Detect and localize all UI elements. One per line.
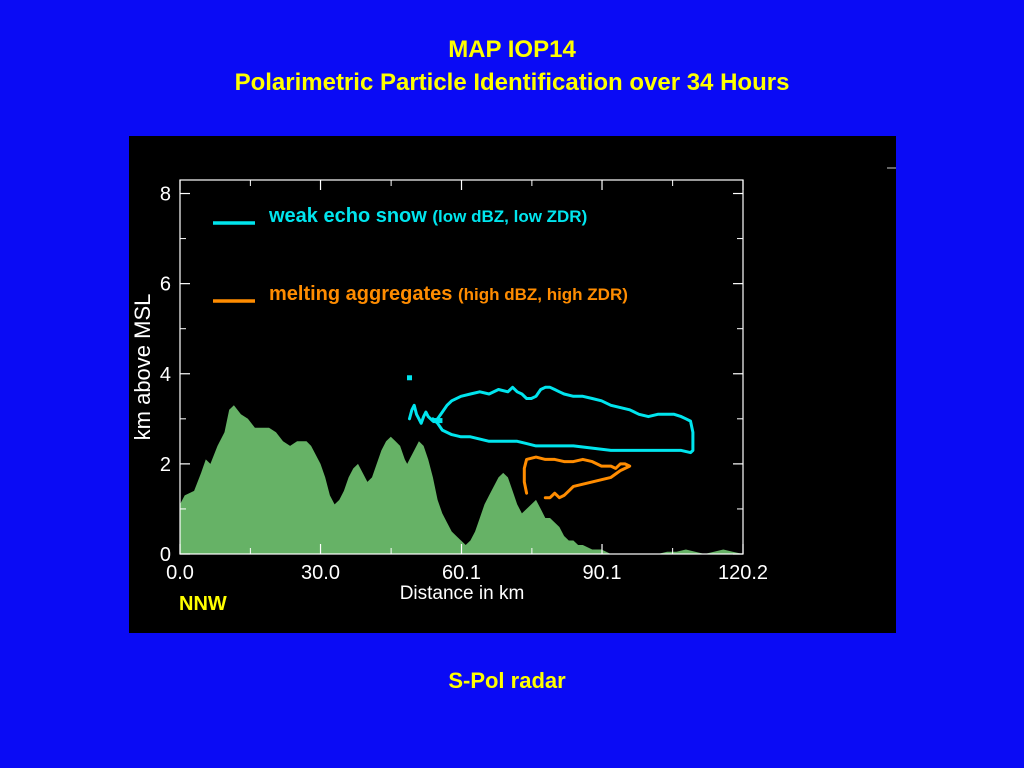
legend-entry-name: weak echo snow: [268, 205, 432, 227]
legend-entry-detail: (low dBZ, low ZDR): [432, 207, 587, 226]
legend-entry-detail: (high dBZ, high ZDR): [458, 285, 628, 304]
legend-entry: melting aggregates (high dBZ, high ZDR): [269, 283, 628, 305]
terrain-layer: [180, 405, 743, 554]
chart-svg: weak echo snow (low dBZ, low ZDR) melting…: [130, 167, 896, 615]
axis-text-layer: 0 2 4 6 8 0.0 30.0 60.1 90.1 120.2 Distance in km k…: [130, 184, 768, 615]
y-tick-label: 6: [160, 274, 171, 296]
y-tick-label: 0: [160, 544, 171, 566]
axes-layer: [179, 167, 896, 555]
caption: S-Pol radar: [448, 668, 566, 693]
x-tick-label: 90.1: [583, 562, 622, 584]
snow-mark: [432, 418, 438, 424]
legend: weak echo snow (low dBZ, low ZDR) melting…: [213, 205, 628, 305]
slide-subtitle: Polarimetric Particle Identification ove…: [234, 69, 790, 96]
contour-layer: [407, 375, 695, 500]
legend-entry: weak echo snow (low dBZ, low ZDR): [268, 205, 587, 227]
x-tick-label: 0.0: [166, 562, 194, 584]
x-tick-label: 60.1: [442, 562, 481, 584]
snow-contour: [408, 385, 695, 455]
legend-entry-name: melting aggregates: [269, 283, 458, 305]
direction-label: NNW: [179, 593, 227, 615]
x-tick-label: 30.0: [301, 562, 340, 584]
x-axis-label: Distance in km: [400, 583, 525, 604]
y-tick-label: 8: [160, 184, 171, 206]
y-tick-label: 4: [160, 364, 171, 386]
x-tick-label: 120.2: [718, 562, 768, 584]
slide-title: MAP IOP14: [448, 36, 576, 63]
chart-panel: weak echo snow (low dBZ, low ZDR) melting…: [129, 136, 896, 633]
aggregates-contour: [522, 455, 632, 500]
snow-mark: [437, 418, 443, 424]
y-axis-label: km above MSL: [130, 294, 155, 441]
terrain-area: [180, 405, 743, 554]
y-tick-label: 2: [160, 454, 171, 476]
snow-mark: [407, 375, 413, 381]
